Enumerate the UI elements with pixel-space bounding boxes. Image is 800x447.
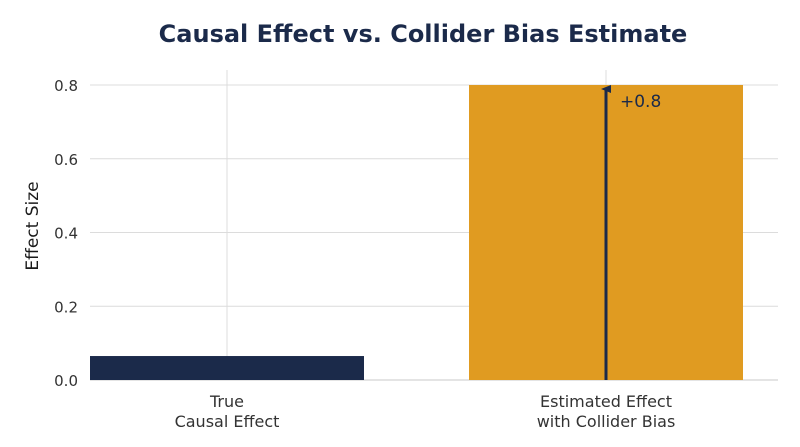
- annotation-label: +0.8: [620, 92, 661, 112]
- x-tick-label: True Causal Effect: [175, 392, 280, 431]
- y-tick-label: 0.0: [54, 372, 78, 390]
- y-axis-label: Effect Size: [23, 181, 43, 270]
- y-tick-label: 0.2: [54, 298, 78, 316]
- y-tick-label: 0.6: [54, 151, 78, 169]
- chart-title: Causal Effect vs. Collider Bias Estimate: [159, 20, 688, 48]
- annotation: +0.8: [601, 85, 661, 380]
- x-tick-label: Estimated Effect with Collider Bias: [537, 392, 676, 431]
- x-tick-labels: True Causal Effect Estimated Effect with Co…: [175, 392, 676, 431]
- y-tick-labels: 0.0 0.2 0.4 0.6 0.8: [54, 77, 78, 390]
- y-tick-label: 0.8: [54, 77, 78, 95]
- bar: [90, 356, 364, 380]
- y-tick-label: 0.4: [54, 225, 78, 243]
